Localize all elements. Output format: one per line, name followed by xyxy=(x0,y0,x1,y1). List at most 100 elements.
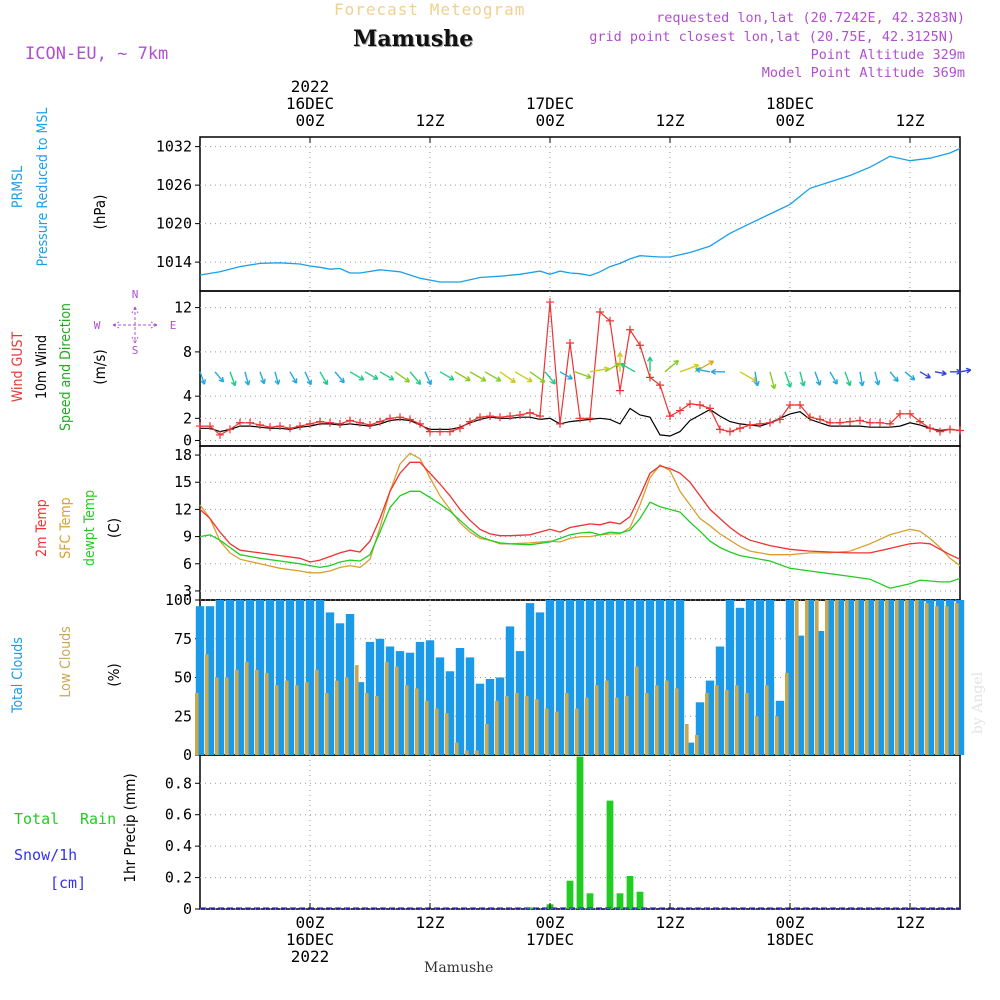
low-cloud-bar xyxy=(335,680,339,755)
author-signature: by Angel xyxy=(970,671,986,735)
low-cloud-bar xyxy=(205,654,209,756)
wind-gust-marker xyxy=(786,401,794,410)
temp-dewpt-line xyxy=(199,490,961,589)
precip-ytick-label: 0.2 xyxy=(165,869,192,887)
wind-direction-arrow xyxy=(589,366,610,373)
total-cloud-bar xyxy=(625,600,635,755)
total-cloud-bar xyxy=(275,600,285,755)
wind-direction-arrow xyxy=(259,371,266,385)
total-cloud-bar xyxy=(425,640,435,755)
total-cloud-bar xyxy=(305,600,315,755)
temperature-panel-frame xyxy=(199,445,961,601)
wind-gust-marker xyxy=(206,422,214,431)
total-cloud-bar xyxy=(755,600,765,755)
wind-direction-arrow xyxy=(858,371,865,387)
wind-10m-line xyxy=(200,407,961,437)
wind-direction-arrow xyxy=(950,368,962,375)
precip-total-label: Total xyxy=(14,810,60,828)
wind-direction-arrow xyxy=(646,356,654,372)
wind-gust-marker xyxy=(426,427,434,436)
wind-direction-arrow xyxy=(379,371,395,381)
temperature-ytick-label: 9 xyxy=(183,528,192,546)
wind-gust-marker xyxy=(856,416,864,425)
bottom-time-label: 00Z xyxy=(536,913,565,932)
total-cloud-bar xyxy=(635,600,645,755)
low-cloud-bar xyxy=(255,669,259,756)
low-cloud-bar xyxy=(815,600,819,755)
wind-direction-arrow xyxy=(959,367,972,374)
wind-direction-arrow xyxy=(604,362,621,373)
wind-direction-arrow xyxy=(544,371,556,385)
temp-2m-label: 2m Temp xyxy=(34,499,50,557)
wind-direction-arrow xyxy=(889,371,899,383)
precip-ytick-label: 0.8 xyxy=(165,774,192,792)
low-cloud-bar xyxy=(715,685,719,756)
total-cloud-bar xyxy=(745,600,755,755)
total-cloud-bar xyxy=(495,677,505,755)
wind-gust-marker xyxy=(336,419,344,428)
wind-gust-marker xyxy=(346,416,354,425)
rain-bar xyxy=(576,756,584,909)
temperature-ytick-label: 15 xyxy=(174,473,192,491)
requested-coordinates: requested lon,lat (20.7242E, 42.3283N) xyxy=(656,10,965,26)
total-cloud-bar xyxy=(615,600,625,755)
total-cloud-bar xyxy=(555,600,565,755)
wind-gust-marker xyxy=(646,373,654,382)
point-altitude: Point Altitude 329m xyxy=(810,47,965,63)
total-cloud-bar xyxy=(935,600,945,755)
pressure-label-desc: Pressure Reduced to MSL xyxy=(35,107,51,267)
temperature-ytick-label: 6 xyxy=(183,555,192,573)
wind-gust-marker xyxy=(476,413,484,422)
total-cloud-bar xyxy=(865,600,875,755)
total-cloud-bar xyxy=(455,648,465,755)
wind-direction-arrow xyxy=(904,371,916,381)
wind-gust-marker xyxy=(216,430,224,439)
total-cloud-bar xyxy=(665,600,675,755)
low-cloud-bar xyxy=(215,677,219,755)
wind-direction-arrow xyxy=(695,367,711,373)
total-cloud-bar xyxy=(215,600,225,755)
clouds-ytick-label: 50 xyxy=(174,669,192,687)
wind-direction-arrow xyxy=(274,371,281,385)
clouds-total-label: Total Clouds xyxy=(10,637,26,713)
wind-gust-marker xyxy=(886,419,894,428)
bottom-time-label: 12Z xyxy=(656,913,685,932)
wind-direction-arrow xyxy=(769,371,777,390)
wind-gust-marker xyxy=(796,401,804,410)
clouds-panel-frame xyxy=(199,599,961,756)
total-cloud-bar xyxy=(925,600,935,755)
wind-gust-marker xyxy=(256,420,264,429)
compass-rose-icon xyxy=(112,306,158,344)
precip-rain-label: Rain xyxy=(80,810,117,828)
low-cloud-bar xyxy=(645,693,649,755)
wind-ytick-label: 2 xyxy=(183,409,192,427)
top-time-label: 17DEC xyxy=(526,94,574,113)
total-cloud-bar xyxy=(905,600,915,755)
low-cloud-bar xyxy=(545,708,549,755)
pressure-ytick-label: 1026 xyxy=(156,176,192,194)
low-cloud-bar xyxy=(905,600,909,755)
temperature-ytick-label: 18 xyxy=(174,446,192,464)
wind-direction-arrow xyxy=(874,371,881,386)
low-cloud-bar xyxy=(195,693,199,755)
total-cloud-bar xyxy=(345,614,355,755)
bottom-time-label: 12Z xyxy=(416,913,445,932)
wind-gust-marker xyxy=(226,425,234,434)
wind-ytick-label: 0 xyxy=(183,431,192,449)
total-cloud-bar xyxy=(575,600,585,755)
wind-gust-marker xyxy=(946,425,954,434)
low-cloud-bar xyxy=(635,666,639,755)
rain-bar xyxy=(616,893,624,909)
total-cloud-bar xyxy=(405,652,415,755)
wind-panel-frame xyxy=(199,290,961,447)
compass-n-label: N xyxy=(132,288,139,301)
wind-gust-marker xyxy=(406,415,414,424)
bottom-time-label: 2022 xyxy=(291,947,330,966)
wind-gust-marker xyxy=(926,424,934,433)
grid-point-coordinates: grid point closest lon,lat (20.75E, 42.3… xyxy=(589,29,955,45)
low-cloud-bar xyxy=(525,696,529,755)
wind-direction-arrow xyxy=(620,362,636,373)
total-cloud-bar xyxy=(725,600,735,755)
low-cloud-bar xyxy=(855,600,859,755)
